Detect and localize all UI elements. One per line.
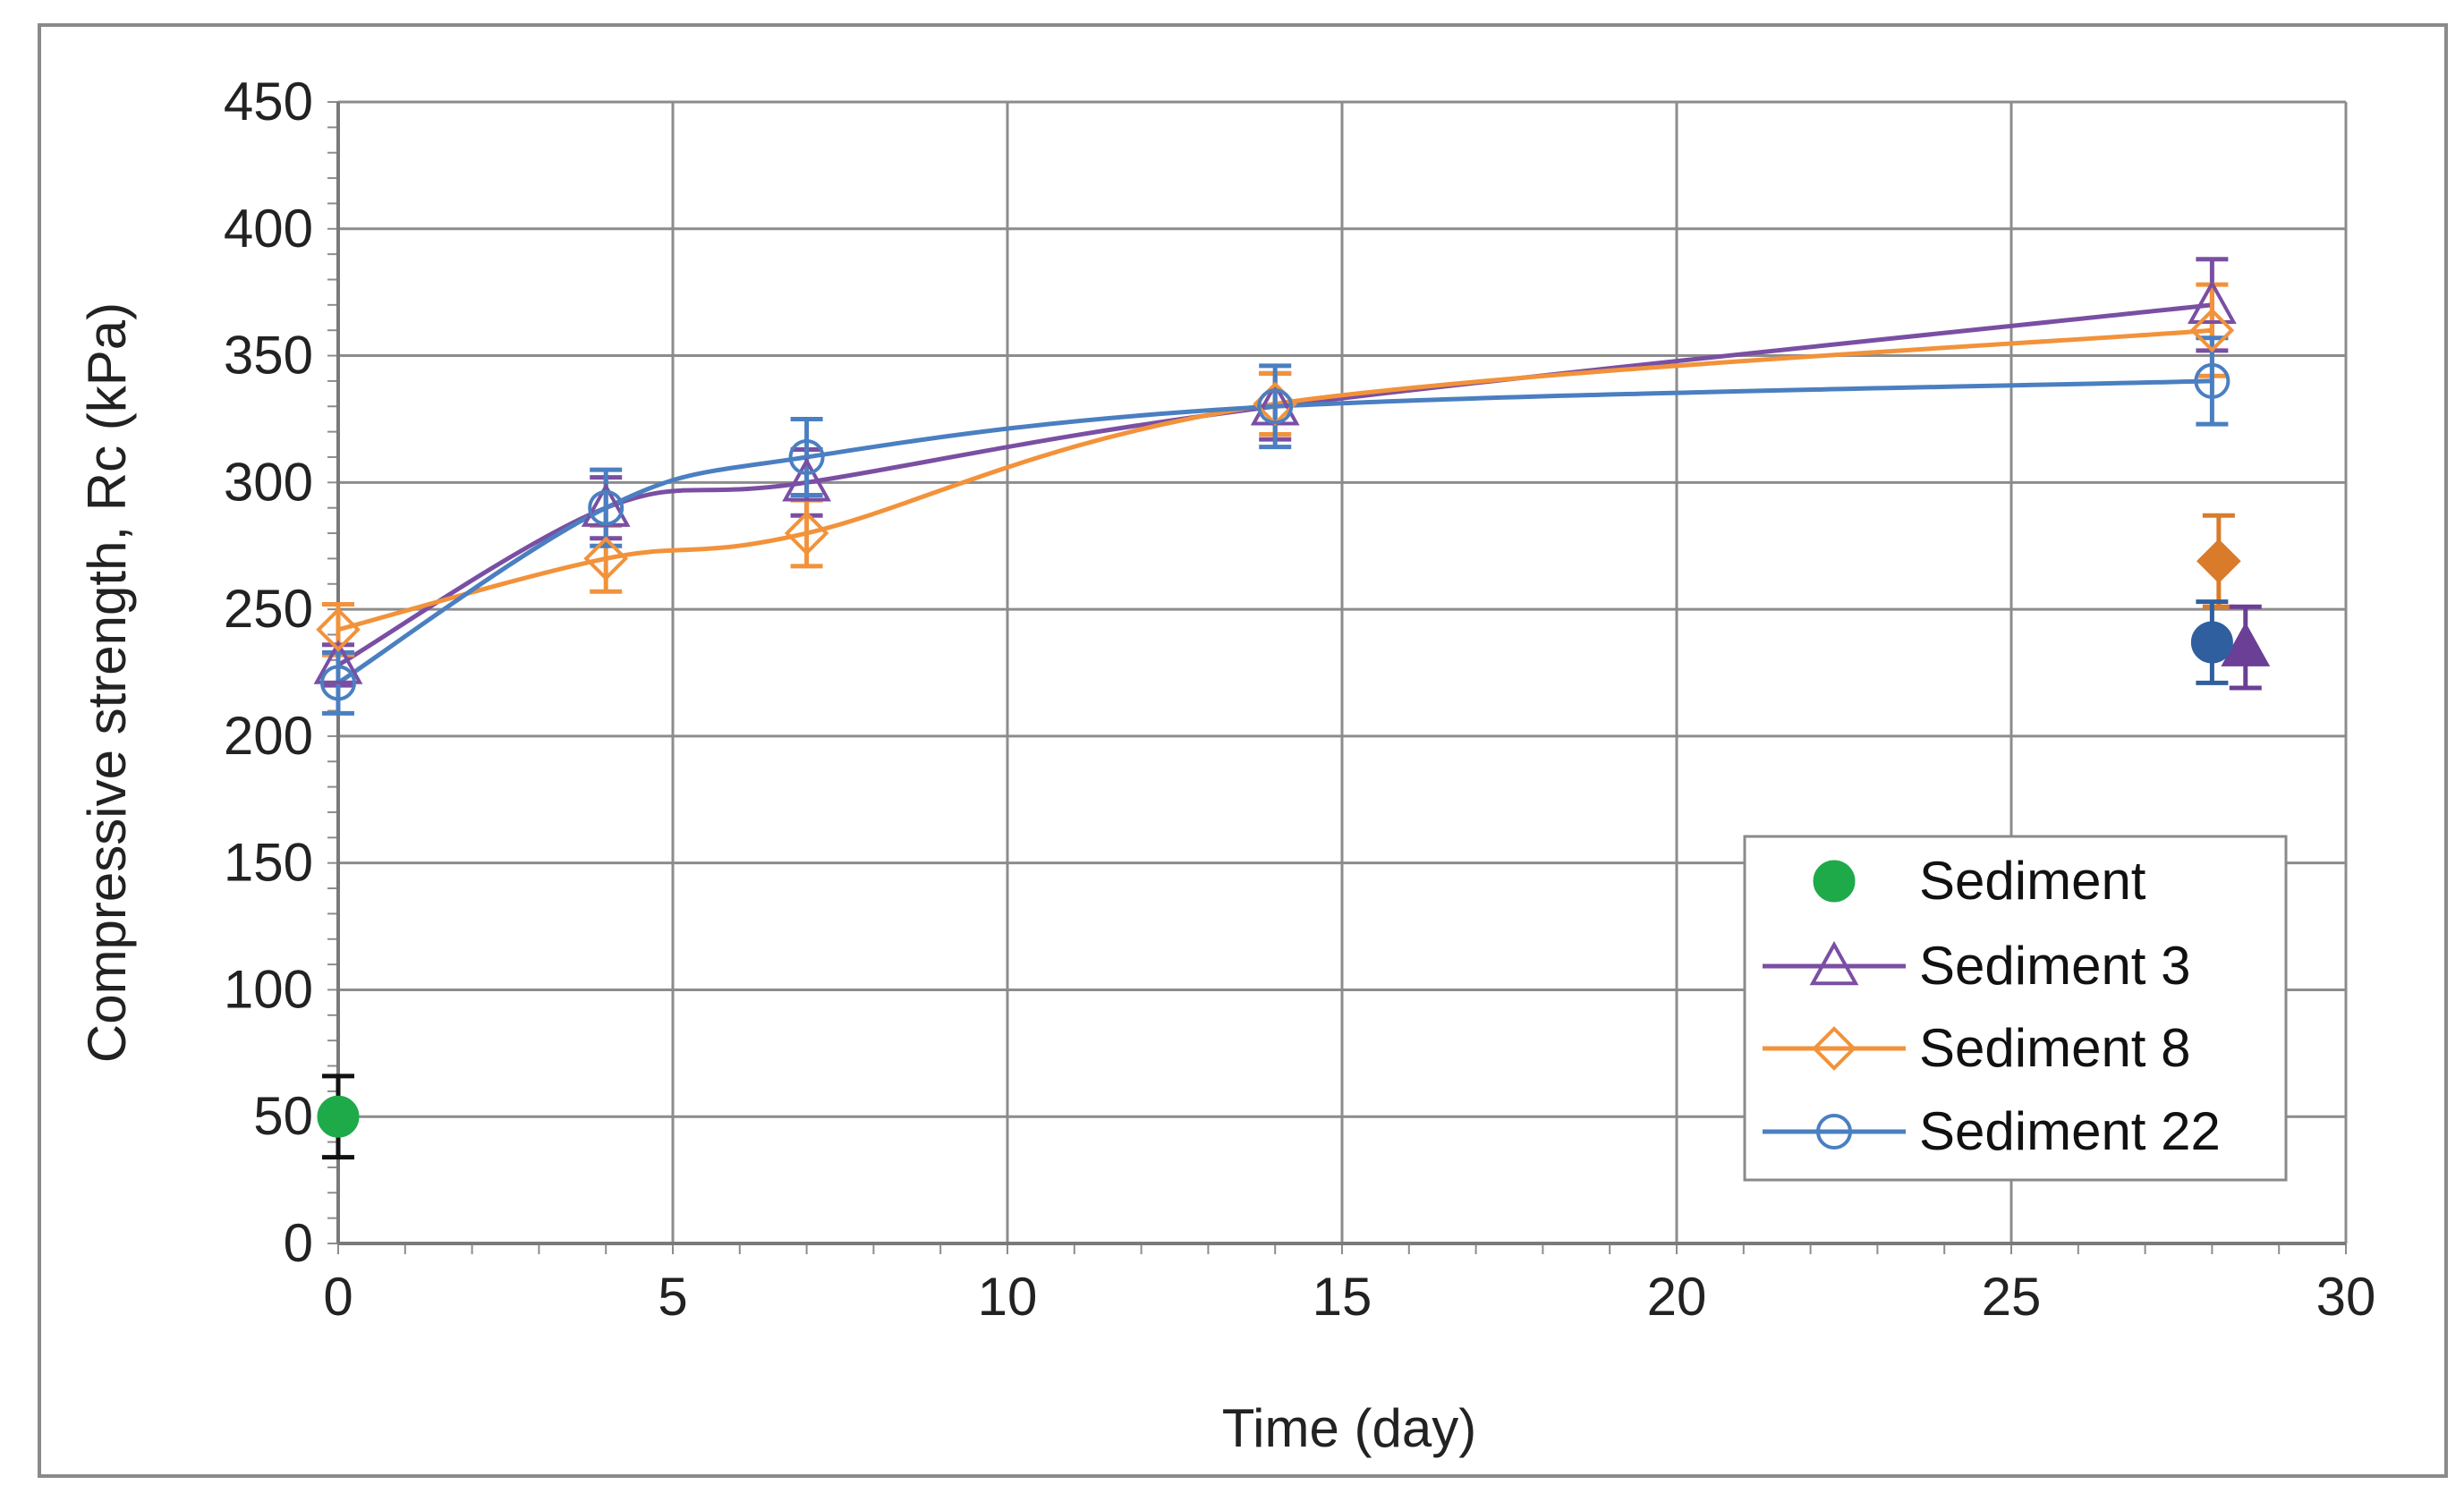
legend-label-sediment: Sediment	[1919, 851, 2146, 911]
x-tick-label: 20	[1647, 1267, 1707, 1327]
y-axis-title: Compressive strength, Rc (kPa)	[77, 302, 137, 1063]
sediment-8-point	[316, 607, 361, 652]
x-tick-label: 0	[323, 1267, 353, 1327]
data-markers	[313, 279, 2271, 1138]
x-tick-label: 30	[2316, 1267, 2376, 1327]
x-tick-label: 5	[658, 1267, 687, 1327]
y-tick-label: 250	[224, 579, 313, 639]
legend: Sediment Sediment 3 Sediment 8 Sediment 22	[1743, 835, 2288, 1182]
sediment-22-point	[588, 489, 624, 526]
extra-point-2	[2221, 622, 2271, 666]
sediment-3-point	[2188, 279, 2237, 325]
y-tick-label: 450	[224, 72, 313, 132]
sediment-3-point	[313, 640, 363, 684]
sediment-8-point	[784, 511, 829, 556]
sediment-8-point	[2189, 308, 2235, 353]
extra-point-3	[2190, 621, 2233, 664]
series-lines	[336, 302, 2213, 685]
sediment-3-line	[336, 302, 2213, 667]
sediment-22-point	[2194, 362, 2230, 399]
sediment-8-point	[583, 536, 629, 581]
y-tick-label: 100	[224, 959, 313, 1019]
legend-marker-sediment-3	[1809, 940, 1859, 986]
legend-marker-sediment-22	[1816, 1114, 1852, 1150]
legend-label-sediment-22: Sediment 22	[1919, 1101, 2221, 1161]
x-tick-label: 15	[1313, 1267, 1372, 1327]
legend-marker-sediment-8	[1812, 1026, 1856, 1071]
legend-label-sediment-8: Sediment 8	[1919, 1018, 2191, 1078]
extra-point-1	[2196, 539, 2241, 584]
legend-marker-sediment	[1813, 860, 1856, 903]
x-axis-title: Time (day)	[1222, 1398, 1476, 1458]
sediment-22-point	[788, 438, 825, 475]
y-tick-label: 50	[253, 1086, 313, 1146]
y-tick-label: 350	[224, 326, 313, 386]
y-tick-label: 300	[224, 452, 313, 512]
sediment-8-line	[337, 327, 2213, 632]
y-tick-labels: 0 50 100 150 200 250 300 350 400 450	[224, 72, 313, 1273]
sediment-22-line	[336, 378, 2213, 685]
chart-frame	[38, 23, 2448, 1478]
sediment-3-point	[782, 457, 831, 502]
legend-label-sediment-3: Sediment 3	[1919, 936, 2191, 996]
y-tick-label: 150	[224, 833, 313, 893]
sediment-22-point	[1257, 388, 1294, 425]
y-tick-label: 200	[224, 706, 313, 766]
y-tick-label: 0	[284, 1213, 313, 1273]
x-tick-label: 25	[1982, 1267, 2042, 1327]
y-tick-label: 400	[224, 199, 313, 259]
x-tick-labels: 0 5 10 15 20 25 30	[323, 1267, 2375, 1327]
sediment-22-point	[320, 665, 356, 701]
x-tick-label: 10	[978, 1267, 1038, 1327]
sediment-point	[317, 1095, 360, 1138]
